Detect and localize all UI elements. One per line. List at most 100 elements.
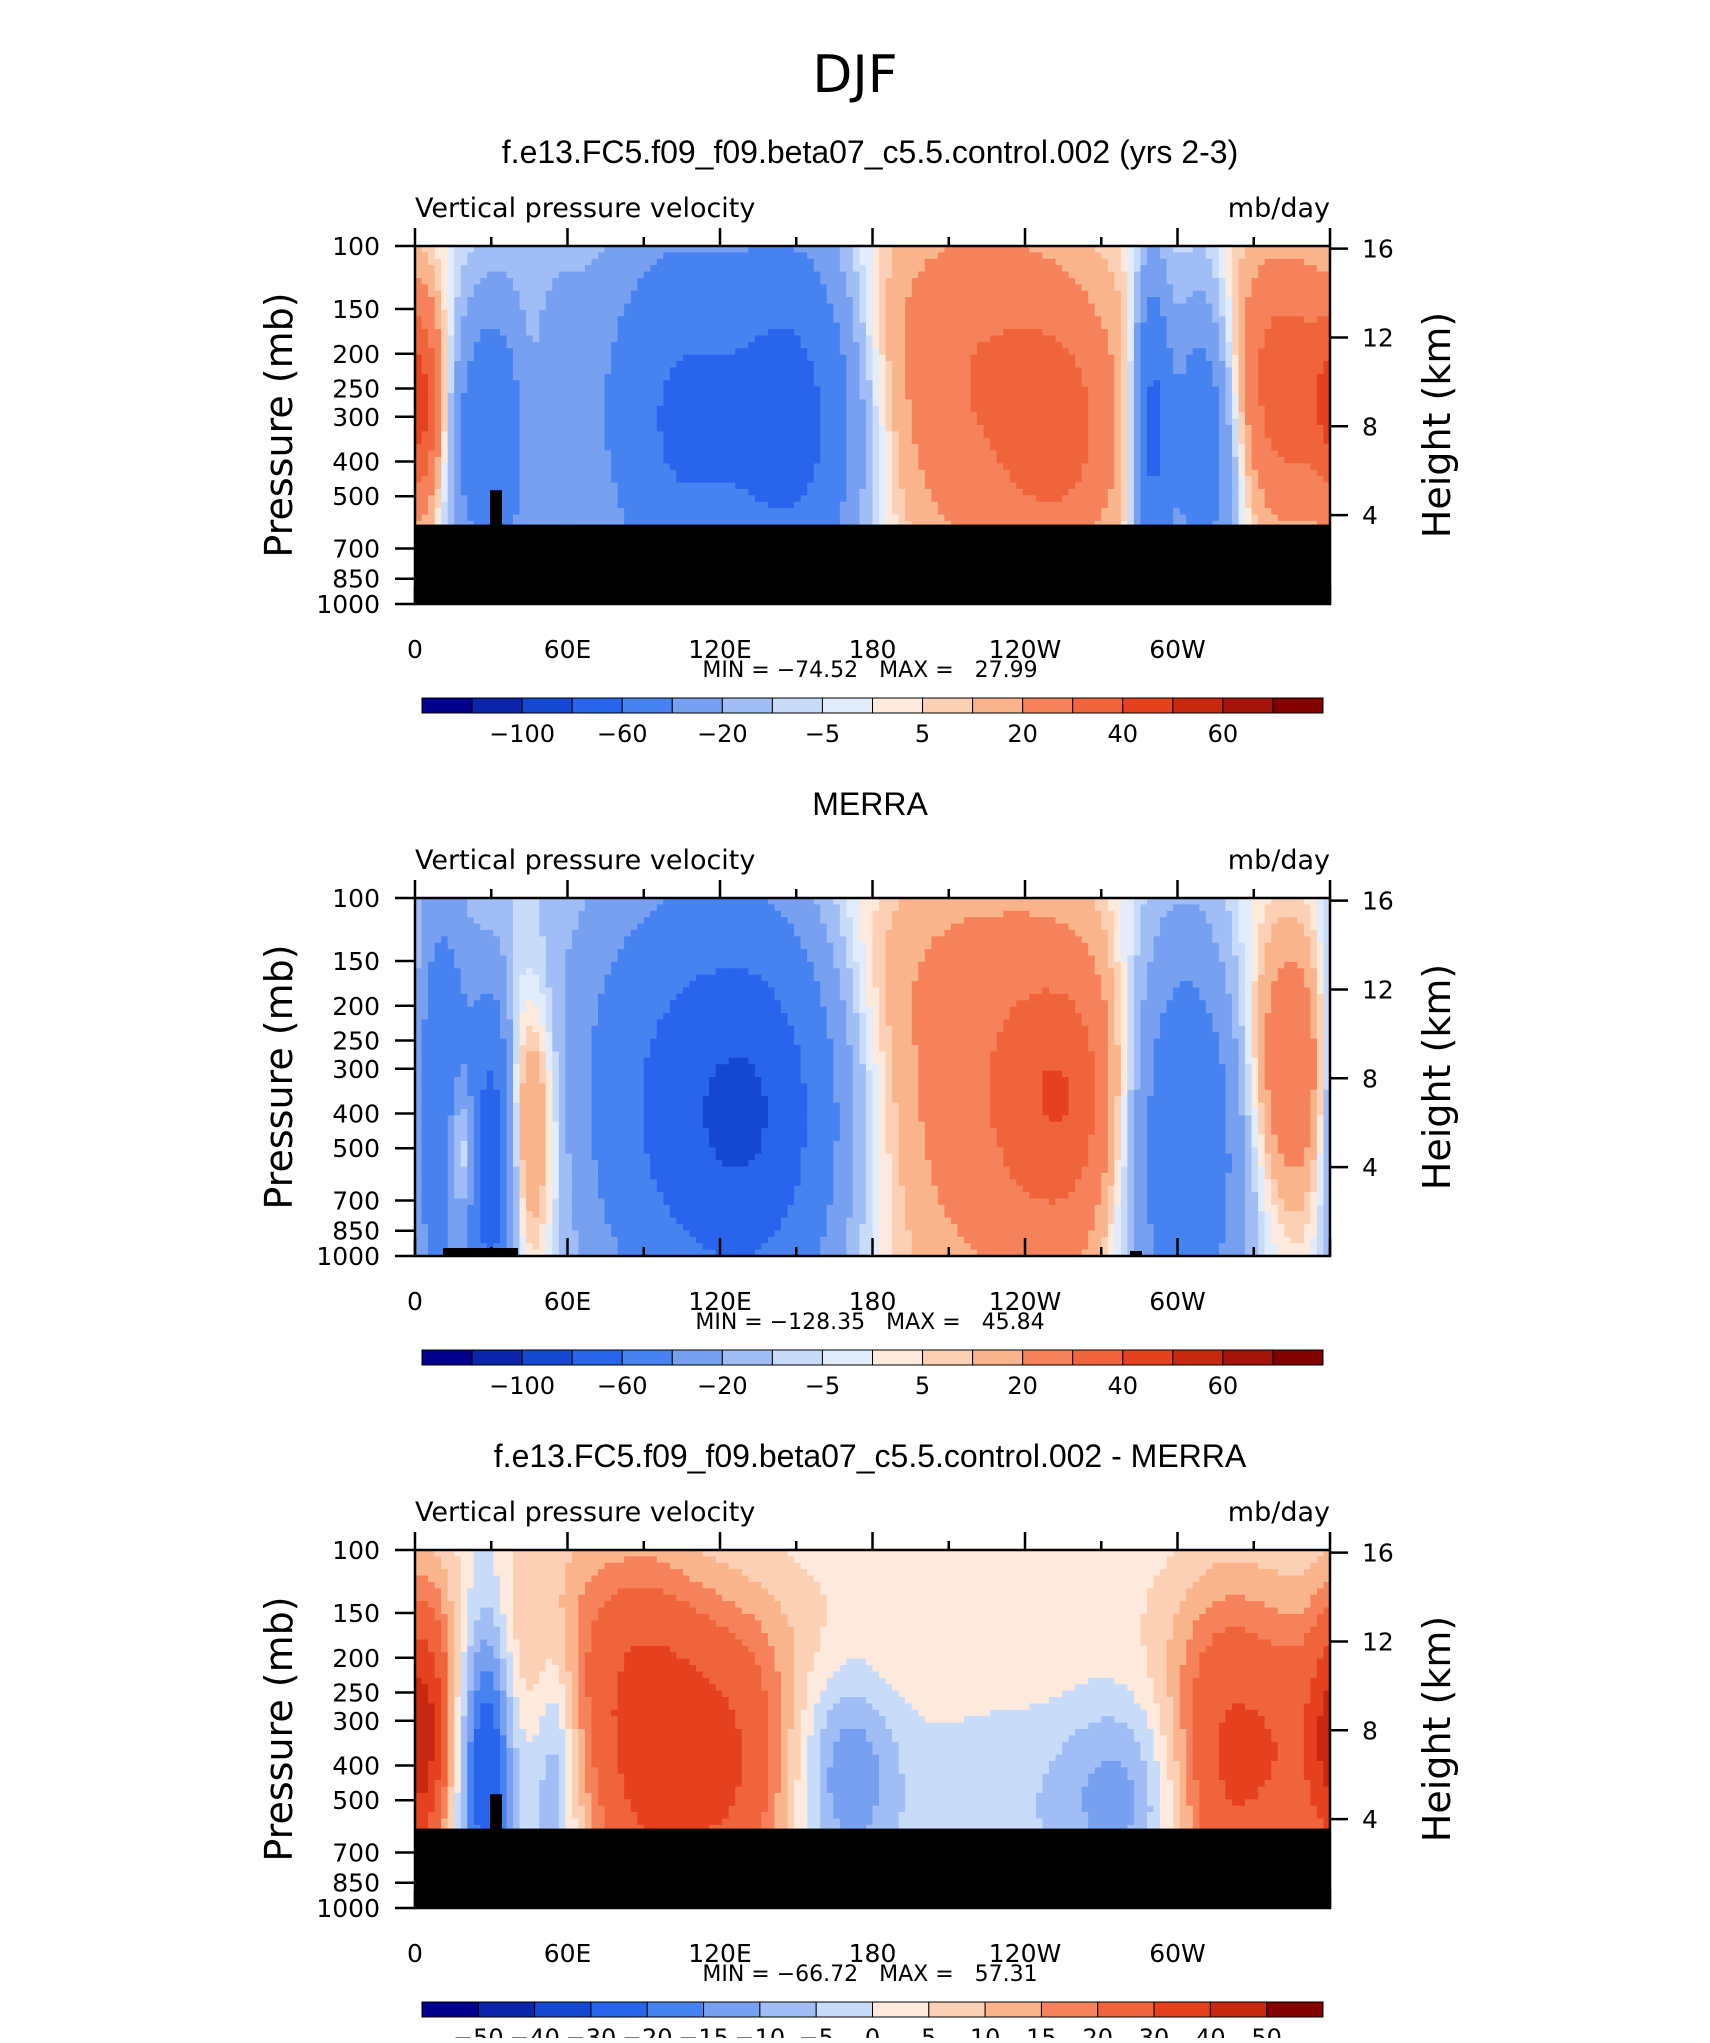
field-cell bbox=[617, 393, 625, 401]
field-cell bbox=[539, 316, 547, 324]
field-cell bbox=[1107, 265, 1115, 273]
field-cell bbox=[911, 361, 919, 369]
field-cell bbox=[722, 373, 730, 381]
field-cell bbox=[493, 348, 501, 356]
field-cell bbox=[1277, 418, 1285, 426]
field-cell bbox=[1042, 303, 1050, 311]
field-cell bbox=[833, 252, 841, 260]
field-cell bbox=[532, 316, 540, 324]
field-cell bbox=[794, 399, 802, 407]
field-cell bbox=[944, 450, 952, 458]
field-cell bbox=[754, 367, 762, 375]
field-cell bbox=[892, 399, 900, 407]
field-cell bbox=[1094, 373, 1102, 381]
field-cell bbox=[1127, 265, 1135, 273]
field-cell bbox=[905, 431, 913, 439]
field-cell bbox=[839, 265, 847, 273]
field-cell bbox=[800, 309, 808, 317]
field-cell bbox=[709, 354, 717, 362]
field-cell bbox=[1147, 258, 1155, 266]
field-cell bbox=[1068, 354, 1076, 362]
field-cell bbox=[506, 393, 514, 401]
field-cell bbox=[1297, 386, 1305, 394]
field-cell bbox=[1029, 367, 1037, 375]
field-cell bbox=[473, 329, 481, 337]
field-cell bbox=[1231, 316, 1240, 324]
field-cell bbox=[1009, 341, 1017, 349]
field-cell bbox=[630, 412, 638, 420]
field-cell bbox=[859, 431, 867, 439]
field-cell bbox=[1153, 284, 1161, 292]
field-cell bbox=[578, 290, 586, 298]
field-cell bbox=[1094, 348, 1102, 356]
field-cell bbox=[990, 469, 998, 477]
field-cell bbox=[460, 354, 468, 362]
field-cell bbox=[1160, 418, 1168, 426]
field-cell bbox=[558, 335, 566, 343]
field-cell bbox=[807, 303, 815, 311]
field-cell bbox=[1258, 277, 1266, 285]
field-cell bbox=[1290, 277, 1298, 285]
field-cell bbox=[1290, 309, 1298, 317]
field-cell bbox=[1035, 316, 1044, 324]
field-cell bbox=[885, 271, 893, 279]
field-cell bbox=[1173, 361, 1181, 369]
field-cell bbox=[735, 277, 743, 285]
field-cell bbox=[493, 309, 501, 317]
field-cell bbox=[1205, 246, 1213, 253]
field-cell bbox=[578, 303, 586, 311]
panel-title: f.e13.FC5.f09_f09.beta07_c5.5.control.00… bbox=[502, 134, 1238, 170]
field-cell bbox=[617, 380, 625, 388]
field-cell bbox=[513, 380, 521, 388]
field-cell bbox=[1271, 393, 1279, 401]
field-cell bbox=[1009, 316, 1017, 324]
field-cell bbox=[434, 322, 442, 330]
field-cell bbox=[1048, 258, 1057, 266]
field-cell bbox=[460, 437, 468, 445]
field-cell bbox=[1225, 431, 1233, 439]
field-cell bbox=[1003, 309, 1011, 317]
field-cell bbox=[1081, 463, 1089, 471]
field-cell bbox=[964, 373, 972, 381]
field-cell bbox=[1042, 290, 1050, 298]
field-cell bbox=[584, 252, 593, 260]
field-cell bbox=[846, 277, 854, 285]
field-cell bbox=[728, 373, 736, 381]
field-cell bbox=[892, 386, 900, 394]
field-cell bbox=[715, 252, 723, 260]
field-cell bbox=[865, 271, 874, 279]
field-cell bbox=[493, 380, 501, 388]
field-cell bbox=[656, 456, 664, 464]
field-cell bbox=[545, 329, 553, 337]
field-cell bbox=[715, 367, 723, 375]
field-cell bbox=[441, 380, 449, 388]
field-cell bbox=[1218, 354, 1227, 362]
field-cell bbox=[617, 322, 625, 330]
field-cell bbox=[1186, 258, 1194, 266]
field-cell bbox=[1316, 431, 1325, 439]
field-cell bbox=[1303, 412, 1311, 420]
field-cell bbox=[539, 444, 547, 452]
field-cell bbox=[1062, 450, 1070, 458]
field-cell bbox=[852, 456, 861, 464]
field-cell bbox=[604, 246, 612, 253]
field-cell bbox=[1140, 444, 1148, 452]
field-cell bbox=[807, 393, 815, 401]
field-cell bbox=[611, 399, 619, 407]
field-cell bbox=[1133, 367, 1142, 375]
field-cell bbox=[1264, 297, 1272, 305]
field-cell bbox=[428, 386, 436, 394]
field-cell bbox=[885, 367, 893, 375]
field-cell bbox=[539, 335, 547, 343]
field-cell bbox=[990, 290, 998, 298]
field-cell bbox=[761, 456, 769, 464]
field-cell bbox=[591, 412, 599, 420]
field-cell bbox=[1199, 373, 1207, 381]
field-cell bbox=[852, 463, 861, 471]
field-cell bbox=[931, 341, 939, 349]
field-cell bbox=[1173, 399, 1181, 407]
field-cell bbox=[1075, 444, 1083, 452]
field-cell bbox=[1277, 367, 1285, 375]
field-cell bbox=[872, 348, 880, 356]
field-cell bbox=[591, 399, 599, 407]
